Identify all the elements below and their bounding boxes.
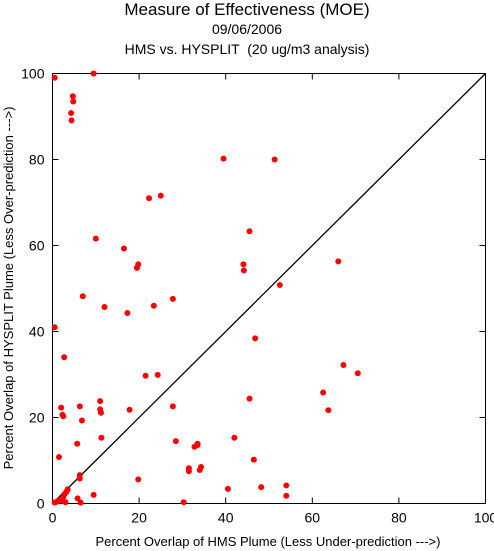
data-point xyxy=(240,267,247,274)
data-point xyxy=(320,389,327,396)
chart-title: Measure of Effectiveness (MOE) xyxy=(124,0,370,19)
data-point xyxy=(340,362,347,369)
data-point xyxy=(185,468,192,475)
data-point xyxy=(51,74,58,81)
x-tick-label: 20 xyxy=(131,510,147,526)
data-point xyxy=(68,117,75,124)
data-point xyxy=(258,484,265,491)
x-tick-label: 80 xyxy=(391,510,407,526)
y-tick-label: 60 xyxy=(29,238,45,254)
data-point xyxy=(252,335,259,342)
y-tick-label: 80 xyxy=(29,152,45,168)
data-point xyxy=(126,406,133,413)
y-tick-label: 100 xyxy=(21,66,45,82)
data-point xyxy=(101,303,108,310)
data-point xyxy=(283,492,290,499)
y-tick-label: 0 xyxy=(37,496,45,512)
data-point xyxy=(240,261,247,268)
data-point xyxy=(61,354,68,361)
data-point xyxy=(79,293,86,300)
data-point xyxy=(90,491,97,498)
data-point xyxy=(70,98,77,105)
x-axis-title: Percent Overlap of HMS Plume (Less Under… xyxy=(96,534,441,549)
x-tick-label: 40 xyxy=(218,510,234,526)
data-point xyxy=(276,282,283,289)
one-to-one-line xyxy=(52,73,486,504)
y-axis-title: Percent Overlap of HYSPLIT Plume (Less O… xyxy=(1,107,16,470)
data-point xyxy=(146,195,153,202)
data-point xyxy=(58,404,65,411)
x-tick-label: 100 xyxy=(474,510,494,526)
data-point xyxy=(68,110,75,117)
data-point xyxy=(250,456,257,463)
data-point xyxy=(78,417,85,424)
y-tick-label: 20 xyxy=(29,410,45,426)
data-point xyxy=(354,370,361,377)
data-point xyxy=(325,407,332,414)
data-point xyxy=(191,443,198,450)
data-point xyxy=(133,264,140,271)
data-point xyxy=(172,438,179,445)
data-point xyxy=(98,434,105,441)
data-point xyxy=(120,245,127,252)
data-point xyxy=(157,192,164,199)
data-points xyxy=(51,70,361,506)
data-point xyxy=(169,403,176,410)
data-point xyxy=(62,499,69,506)
data-point xyxy=(271,156,278,163)
data-point xyxy=(220,155,227,162)
data-point xyxy=(124,310,131,317)
data-point xyxy=(51,499,58,506)
data-point xyxy=(154,371,161,378)
data-point xyxy=(135,476,142,483)
data-point xyxy=(97,398,104,405)
data-point xyxy=(69,93,76,100)
data-point xyxy=(97,409,104,416)
data-point xyxy=(92,235,99,242)
x-tick-label: 60 xyxy=(305,510,321,526)
data-point xyxy=(74,495,81,502)
data-point xyxy=(76,475,83,482)
data-point xyxy=(76,403,83,410)
data-point xyxy=(55,454,62,461)
data-point xyxy=(246,228,253,235)
data-point xyxy=(60,413,67,420)
axis-ticks: 0 20 40 60 80 100 0 20 40 60 80 100 xyxy=(21,66,494,526)
data-point xyxy=(90,70,97,77)
plot-frame xyxy=(52,73,486,504)
y-tick-label: 40 xyxy=(29,324,45,340)
data-point xyxy=(150,302,157,309)
data-point xyxy=(224,485,231,492)
data-point xyxy=(231,434,238,441)
data-point xyxy=(246,395,253,402)
data-point xyxy=(74,440,81,447)
data-point xyxy=(169,295,176,302)
data-point xyxy=(335,258,342,265)
data-point xyxy=(77,499,84,506)
data-point xyxy=(142,372,149,379)
x-tick-label: 0 xyxy=(49,510,57,526)
chart-comparison-subtitle: HMS vs. HYSPLIT (20 ug/m3 analysis) xyxy=(124,41,370,57)
data-point xyxy=(180,499,187,506)
data-point xyxy=(51,324,58,331)
data-point xyxy=(196,466,203,473)
chart-date-subtitle: 09/06/2006 xyxy=(211,21,283,37)
data-point xyxy=(283,482,290,489)
